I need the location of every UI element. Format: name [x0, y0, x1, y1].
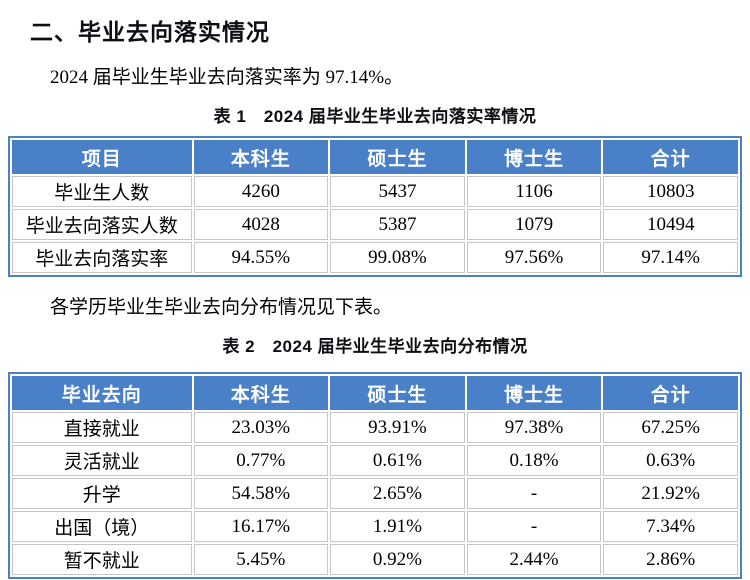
- table-row: 灵活就业 0.77% 0.61% 0.18% 0.63%: [12, 445, 738, 476]
- table-row: 毕业去向落实人数 4028 5387 1079 10494: [12, 209, 738, 240]
- section-title: 二、毕业去向落实情况: [30, 19, 270, 45]
- table1-caption: 表 1 2024 届毕业生毕业去向落实率情况: [213, 107, 537, 126]
- column-header: 项目: [12, 140, 192, 174]
- table-cell: 5437: [330, 176, 465, 207]
- table-cell: 2.44%: [466, 544, 602, 575]
- table-cell: 23.03%: [193, 412, 329, 443]
- table-cell: -: [466, 511, 602, 542]
- row-label: 毕业去向落实人数: [12, 209, 192, 240]
- table-row: 出国（境） 16.17% 1.91% -7.34%: [12, 511, 738, 542]
- column-header: 硕士生: [330, 376, 465, 410]
- row-label: 升学: [12, 478, 192, 509]
- column-header: 硕士生: [330, 140, 465, 174]
- column-header: 本科生: [193, 140, 329, 174]
- table-cell: 16.17%: [193, 511, 329, 542]
- row-label: 出国（境）: [12, 511, 192, 542]
- table-cell: 1.91%: [330, 511, 465, 542]
- table-row: 升学 54.58% 2.65% -21.92%: [12, 478, 738, 509]
- row-label: 毕业生人数: [12, 176, 192, 207]
- table-cell: 97.56%: [466, 242, 602, 273]
- column-header: 合计: [603, 140, 738, 174]
- row-label: 暂不就业: [12, 544, 192, 575]
- column-header: 博士生: [466, 376, 602, 410]
- table-cell: 0.77%: [193, 445, 329, 476]
- table-cell: 93.91%: [330, 412, 465, 443]
- table-cell: 5.45%: [193, 544, 329, 575]
- row-label: 毕业去向落实率: [12, 242, 192, 273]
- report-page: 二、毕业去向落实情况 2024 届毕业生毕业去向落实率为 97.14%。 表 1…: [0, 13, 750, 580]
- column-header: 合计: [603, 376, 738, 410]
- table-cell: 2.86%: [603, 544, 738, 575]
- table-cell: 54.58%: [193, 478, 329, 509]
- table-cell: 10803: [603, 176, 738, 207]
- table-employment-rate: 项目 本科生 硕士生 博士生 合计 毕业生人数 4260 5437 1106 10803 毕业去向…: [8, 136, 742, 277]
- table-cell: 10494: [603, 209, 738, 240]
- column-header: 博士生: [466, 140, 602, 174]
- table-cell: 97.14%: [603, 242, 738, 273]
- table-cell: 0.92%: [330, 544, 465, 575]
- table-cell: 94.55%: [193, 242, 329, 273]
- table-cell: 1079: [466, 209, 602, 240]
- table-cell: 4028: [193, 209, 329, 240]
- column-header: 毕业去向: [12, 376, 192, 410]
- table-cell: 7.34%: [603, 511, 738, 542]
- table2-caption: 表 2 2024 届毕业生毕业去向分布情况: [222, 337, 528, 356]
- table-cell: 5387: [330, 209, 465, 240]
- table-cell: 0.61%: [330, 445, 465, 476]
- row-label: 直接就业: [12, 412, 192, 443]
- table-header-row: 毕业去向 本科生 硕士生 博士生 合计: [12, 376, 738, 410]
- table-destination-distribution: 毕业去向 本科生 硕士生 博士生 合计 直接就业 23.03% 93.91% 97.38% 67…: [8, 372, 742, 579]
- table-cell: 99.08%: [330, 242, 465, 273]
- table-cell: 21.92%: [603, 478, 738, 509]
- table-cell: 97.38%: [466, 412, 602, 443]
- column-header: 本科生: [193, 376, 329, 410]
- table-header-row: 项目 本科生 硕士生 博士生 合计: [12, 140, 738, 174]
- row-label: 灵活就业: [12, 445, 192, 476]
- table-row: 暂不就业 5.45% 0.92% 2.44% 2.86%: [12, 544, 738, 575]
- table-cell: 0.63%: [603, 445, 738, 476]
- paragraph-distribution-intro: 各学历毕业生毕业去向分布情况见下表。: [50, 297, 393, 318]
- table-row: 毕业生人数 4260 5437 1106 10803: [12, 176, 738, 207]
- table-row: 直接就业 23.03% 93.91% 97.38% 67.25%: [12, 412, 738, 443]
- table-row: 毕业去向落实率 94.55% 99.08% 97.56% 97.14%: [12, 242, 738, 273]
- table-cell: 2.65%: [330, 478, 465, 509]
- table-cell: 1106: [466, 176, 602, 207]
- table-cell: 0.18%: [466, 445, 602, 476]
- table-cell: -: [466, 478, 602, 509]
- table-cell: 67.25%: [603, 412, 738, 443]
- table-cell: 4260: [193, 176, 329, 207]
- paragraph-employment-rate: 2024 届毕业生毕业去向落实率为 97.14%。: [50, 67, 404, 88]
